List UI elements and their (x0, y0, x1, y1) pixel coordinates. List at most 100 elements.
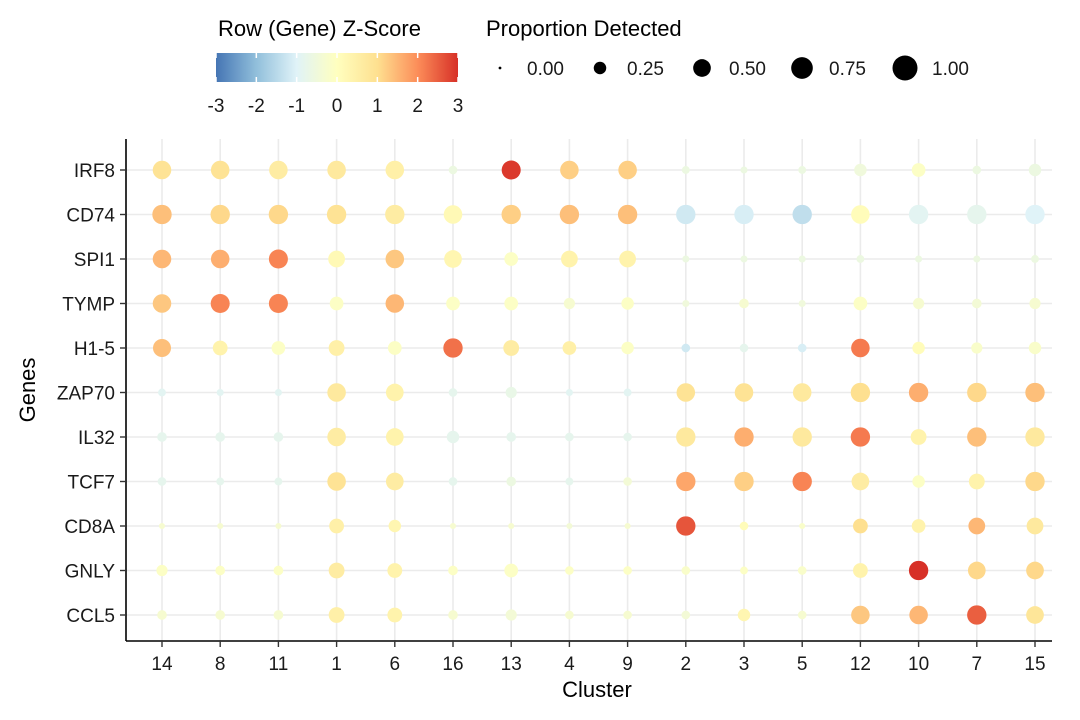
dot-ZAP70-11 (274, 388, 282, 397)
dot-IL32-13 (506, 432, 517, 442)
dot-CCL5-5 (797, 610, 807, 620)
dot-CCL5-14 (157, 610, 167, 620)
dot-IL32-8 (215, 432, 226, 442)
dot-CD74-14 (152, 204, 172, 225)
dot-ZAP70-3 (734, 383, 754, 402)
dot-GNLY-13 (504, 563, 519, 578)
x-tick-label: 6 (390, 654, 401, 675)
dot-H1-5-12 (851, 338, 870, 358)
size-legend-dot (593, 61, 607, 75)
dot-IL32-3 (734, 427, 754, 447)
dot-H1-5-8 (212, 340, 228, 356)
dot-TYMP-11 (268, 293, 288, 314)
dot-IL32-7 (967, 427, 987, 447)
dot-CCL5-2 (681, 610, 691, 620)
color-legend-tick-label: 0 (332, 96, 343, 117)
dot-TYMP-12 (853, 296, 868, 311)
dot-H1-5-7 (971, 342, 983, 354)
dot-SPI1-15 (1031, 255, 1039, 263)
dot-H1-5-16 (443, 338, 463, 358)
dot-ZAP70-5 (792, 383, 812, 402)
dot-TYMP-6 (385, 294, 405, 313)
size-legend-label: 0.75 (829, 59, 866, 80)
dot-SPI1-7 (973, 255, 981, 263)
x-tick-label: 11 (269, 654, 289, 675)
y-tick-label: ZAP70 (57, 384, 115, 405)
dot-CCL5-13 (505, 609, 517, 621)
dot-TYMP-3 (739, 298, 749, 309)
y-tick-label: IRF8 (74, 161, 115, 182)
dot-IRF8-6 (385, 160, 405, 180)
dot-TCF7-8 (216, 477, 225, 486)
color-legend-tick-label: -1 (288, 96, 305, 117)
size-legend-label: 0.00 (527, 59, 564, 80)
dot-CD74-13 (501, 204, 521, 225)
dot-SPI1-10 (915, 255, 923, 263)
x-tick-label: 13 (501, 654, 522, 675)
x-tick-label: 5 (797, 654, 808, 675)
y-tick-label: SPI1 (74, 250, 115, 271)
dot-TYMP-2 (682, 299, 690, 308)
axes (125, 139, 1052, 642)
dot-CCL5-9 (623, 610, 632, 620)
dot-SPI1-6 (385, 249, 405, 269)
dot-IRF8-5 (798, 166, 807, 174)
dot-GNLY-8 (215, 565, 226, 576)
size-legend-title: Proportion Detected (486, 16, 682, 41)
dot-CCL5-12 (851, 605, 870, 625)
dot-TCF7-15 (1025, 471, 1045, 492)
dot-IL32-12 (850, 427, 871, 447)
dot-SPI1-1 (328, 250, 345, 268)
dot-H1-5-13 (503, 340, 520, 356)
x-tick-label: 7 (972, 654, 983, 675)
y-tick-label: IL32 (78, 428, 115, 449)
color-legend-tick-label: -2 (248, 96, 265, 117)
size-legend-dot (498, 66, 502, 70)
size-legend: Proportion Detected 0.00 0.25 0.50 0.75 1.00 (486, 16, 969, 81)
dot-CCL5-8 (215, 610, 226, 620)
dot-IRF8-4 (560, 160, 579, 180)
dot-TCF7-2 (676, 471, 696, 492)
dot-TYMP-9 (621, 297, 634, 310)
dot-IL32-10 (910, 429, 927, 445)
dot-CD8A-15 (1026, 517, 1044, 535)
dot-IL32-16 (446, 430, 460, 444)
dot-TCF7-16 (448, 477, 458, 486)
size-legend-dot (693, 59, 711, 77)
color-legend-title: Row (Gene) Z-Score (218, 16, 421, 41)
dot-CD74-2 (676, 204, 696, 225)
dot-IL32-9 (623, 432, 632, 442)
dot-IL32-11 (273, 432, 284, 442)
dot-TYMP-5 (798, 299, 806, 308)
color-legend: Row (Gene) Z-Score -3 -2 -1 0 1 2 3 (208, 16, 464, 117)
dot-SPI1-9 (619, 250, 636, 268)
dot-GNLY-2 (681, 566, 691, 575)
dot-TCF7-3 (734, 471, 754, 492)
dot-CD8A-12 (853, 518, 868, 534)
dot-IRF8-7 (972, 165, 982, 175)
x-tick-label: 10 (908, 654, 929, 675)
dot-CD74-6 (385, 204, 405, 225)
y-tick-label: TYMP (62, 295, 115, 316)
dot-ZAP70-4 (565, 388, 573, 397)
color-legend-tick-label: 2 (412, 96, 423, 117)
dot-TYMP-15 (1029, 297, 1041, 310)
color-legend-ticks: -3 -2 -1 0 1 2 3 (208, 53, 464, 117)
dot-CCL5-7 (967, 605, 987, 625)
dot-TYMP-13 (504, 296, 519, 311)
x-tick-label: 12 (850, 654, 871, 675)
dot-CD74-16 (443, 205, 463, 224)
dot-GNLY-16 (448, 565, 458, 576)
dot-CD8A-7 (968, 517, 986, 535)
dot-IRF8-11 (269, 160, 288, 180)
dot-GNLY-7 (967, 561, 986, 580)
dot-CD74-3 (734, 204, 754, 225)
dot-IRF8-13 (501, 160, 521, 180)
y-tick-label: TCF7 (68, 473, 116, 494)
color-legend-tick-label: 1 (372, 96, 383, 117)
dot-CCL5-1 (328, 607, 345, 623)
dot-CD8A-9 (624, 522, 631, 530)
dot-ZAP70-9 (623, 388, 632, 397)
color-legend-tick-label: 3 (453, 96, 464, 117)
dot-ZAP70-6 (385, 383, 404, 402)
